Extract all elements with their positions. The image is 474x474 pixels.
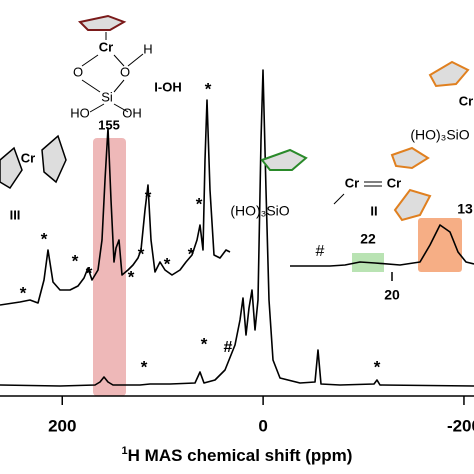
star: * [374,357,381,376]
star: * [138,244,145,263]
atom: Cr [345,175,359,190]
spectrum-main [0,69,474,387]
atom: H [143,41,152,56]
atom: O [120,64,130,79]
x-axis-label-sup: 1 [122,445,128,457]
x-axis-label-text: H MAS chemical shift (ppm) [128,446,353,465]
cp-ring [390,146,430,170]
x-ticks: 200 0 -200 [48,396,474,435]
atom: OH [122,105,142,120]
x-tick-label: 0 [258,416,267,435]
annotation: # [316,243,325,260]
atom: Cr [99,39,113,54]
inset-tick-label: 20 [384,287,400,303]
compound-label: I-OH [154,79,181,94]
spectrum-inset [290,224,474,267]
highlight-label: 155 [98,117,120,132]
cp-ring [0,146,23,190]
atom: Cr [459,93,473,108]
star: * [196,194,203,213]
inset-peak-label: 22 [360,231,376,247]
bonds [333,181,382,205]
compound-label: III [10,207,21,222]
structure-iii: Cr III [0,134,67,222]
star: * [201,334,208,353]
x-tick-label: -200 [447,416,474,435]
annotation: # [224,339,233,356]
x-axis-label: 1H MAS chemical shift (ppm) [122,445,353,466]
structure-ii: Cr Cr Cr (HO)₃SiO (HO)₃SiO II [230,60,473,222]
star-annotations: * * * * * * * * * * * * * * [20,79,381,376]
star: * [86,263,93,282]
star: * [205,79,212,98]
star: * [188,244,195,263]
inset-band-orange [418,218,462,272]
cp-ring [428,60,470,88]
cp-ring [41,134,67,184]
cp-ring [260,148,308,171]
cp-ring [393,188,432,222]
compound-label: II [370,203,377,218]
atom: Cr [387,175,401,190]
inset-peak-label: 13 [457,201,473,217]
atom: Si [101,89,113,104]
star: * [141,357,148,376]
star: * [20,283,27,302]
star: * [72,251,79,270]
star: * [128,267,135,286]
star: * [41,229,48,248]
structure-i-oh: Cr O O H Si HO OH I-OH [70,14,182,120]
star: * [164,254,171,273]
atom: (HO)₃SiO [410,127,469,143]
star: * [145,187,152,206]
spectrum-expanded [0,99,231,306]
cp-ring [77,14,127,31]
atom: O [73,64,83,79]
highlight-band [93,138,126,396]
atom: Cr [21,150,35,165]
atom: (HO)₃SiO [230,203,289,219]
bonds [81,53,144,113]
atom: HO [70,105,90,120]
x-tick-label: 200 [48,416,76,435]
